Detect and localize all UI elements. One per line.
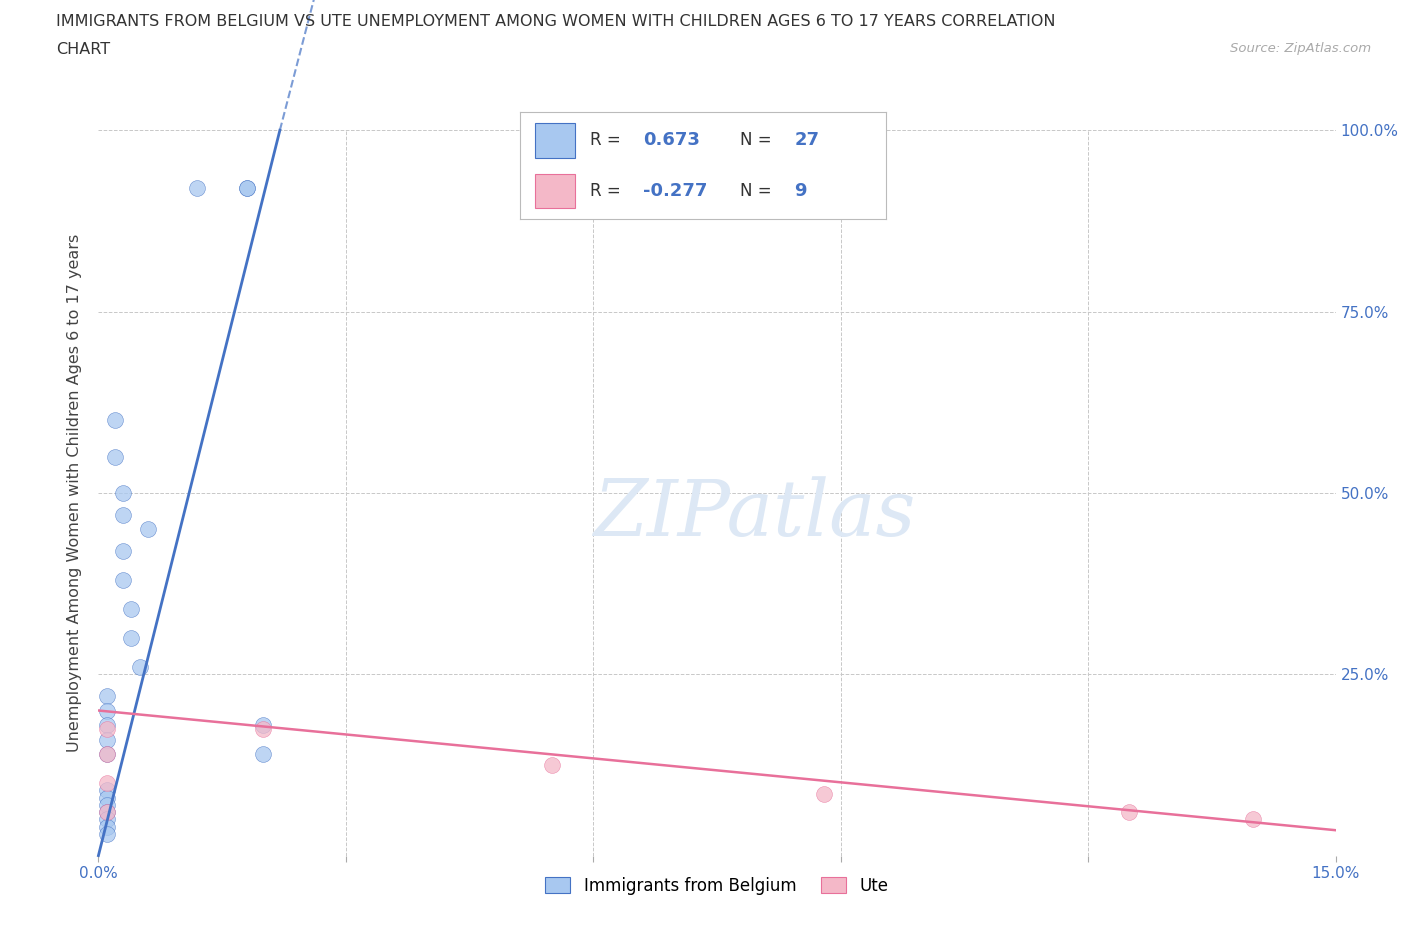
Text: R =: R = bbox=[589, 131, 620, 150]
Point bbox=[96, 747, 118, 762]
Point bbox=[120, 602, 142, 617]
Point bbox=[96, 776, 118, 790]
Legend: Immigrants from Belgium, Ute: Immigrants from Belgium, Ute bbox=[538, 870, 896, 902]
Point bbox=[813, 787, 835, 802]
Point bbox=[96, 812, 118, 827]
Text: -0.277: -0.277 bbox=[643, 181, 707, 200]
Point bbox=[186, 180, 208, 195]
Point bbox=[96, 790, 118, 805]
Point bbox=[96, 722, 118, 737]
Point bbox=[112, 485, 135, 500]
Text: N =: N = bbox=[740, 131, 770, 150]
Point bbox=[252, 722, 274, 737]
Text: CHART: CHART bbox=[56, 42, 110, 57]
Point bbox=[96, 804, 118, 819]
Point bbox=[96, 747, 118, 762]
Point bbox=[96, 783, 118, 798]
Point bbox=[96, 804, 118, 819]
Point bbox=[1241, 812, 1264, 827]
Point bbox=[96, 797, 118, 812]
Text: IMMIGRANTS FROM BELGIUM VS UTE UNEMPLOYMENT AMONG WOMEN WITH CHILDREN AGES 6 TO : IMMIGRANTS FROM BELGIUM VS UTE UNEMPLOYM… bbox=[56, 14, 1056, 29]
Point bbox=[96, 688, 118, 703]
Text: 0.673: 0.673 bbox=[643, 131, 700, 150]
Text: N =: N = bbox=[740, 181, 770, 200]
Point bbox=[104, 449, 127, 464]
Point bbox=[252, 718, 274, 733]
Point bbox=[1118, 804, 1140, 819]
Text: Source: ZipAtlas.com: Source: ZipAtlas.com bbox=[1230, 42, 1371, 55]
Point bbox=[96, 718, 118, 733]
Point bbox=[96, 819, 118, 834]
Point bbox=[112, 573, 135, 588]
Point bbox=[128, 659, 150, 674]
FancyBboxPatch shape bbox=[534, 124, 575, 157]
Point bbox=[112, 543, 135, 558]
Point bbox=[236, 180, 259, 195]
Point bbox=[104, 413, 127, 428]
Text: 27: 27 bbox=[794, 131, 820, 150]
Point bbox=[541, 757, 564, 772]
Point bbox=[236, 180, 259, 195]
Y-axis label: Unemployment Among Women with Children Ages 6 to 17 years: Unemployment Among Women with Children A… bbox=[67, 233, 83, 752]
Point bbox=[120, 631, 142, 645]
Point bbox=[112, 507, 135, 522]
FancyBboxPatch shape bbox=[534, 174, 575, 208]
Point bbox=[96, 827, 118, 842]
Point bbox=[96, 732, 118, 747]
Text: 9: 9 bbox=[794, 181, 807, 200]
Text: R =: R = bbox=[589, 181, 620, 200]
Point bbox=[96, 703, 118, 718]
Point bbox=[136, 522, 159, 537]
Text: ZIPatlas: ZIPatlas bbox=[593, 476, 915, 552]
Point bbox=[252, 747, 274, 762]
